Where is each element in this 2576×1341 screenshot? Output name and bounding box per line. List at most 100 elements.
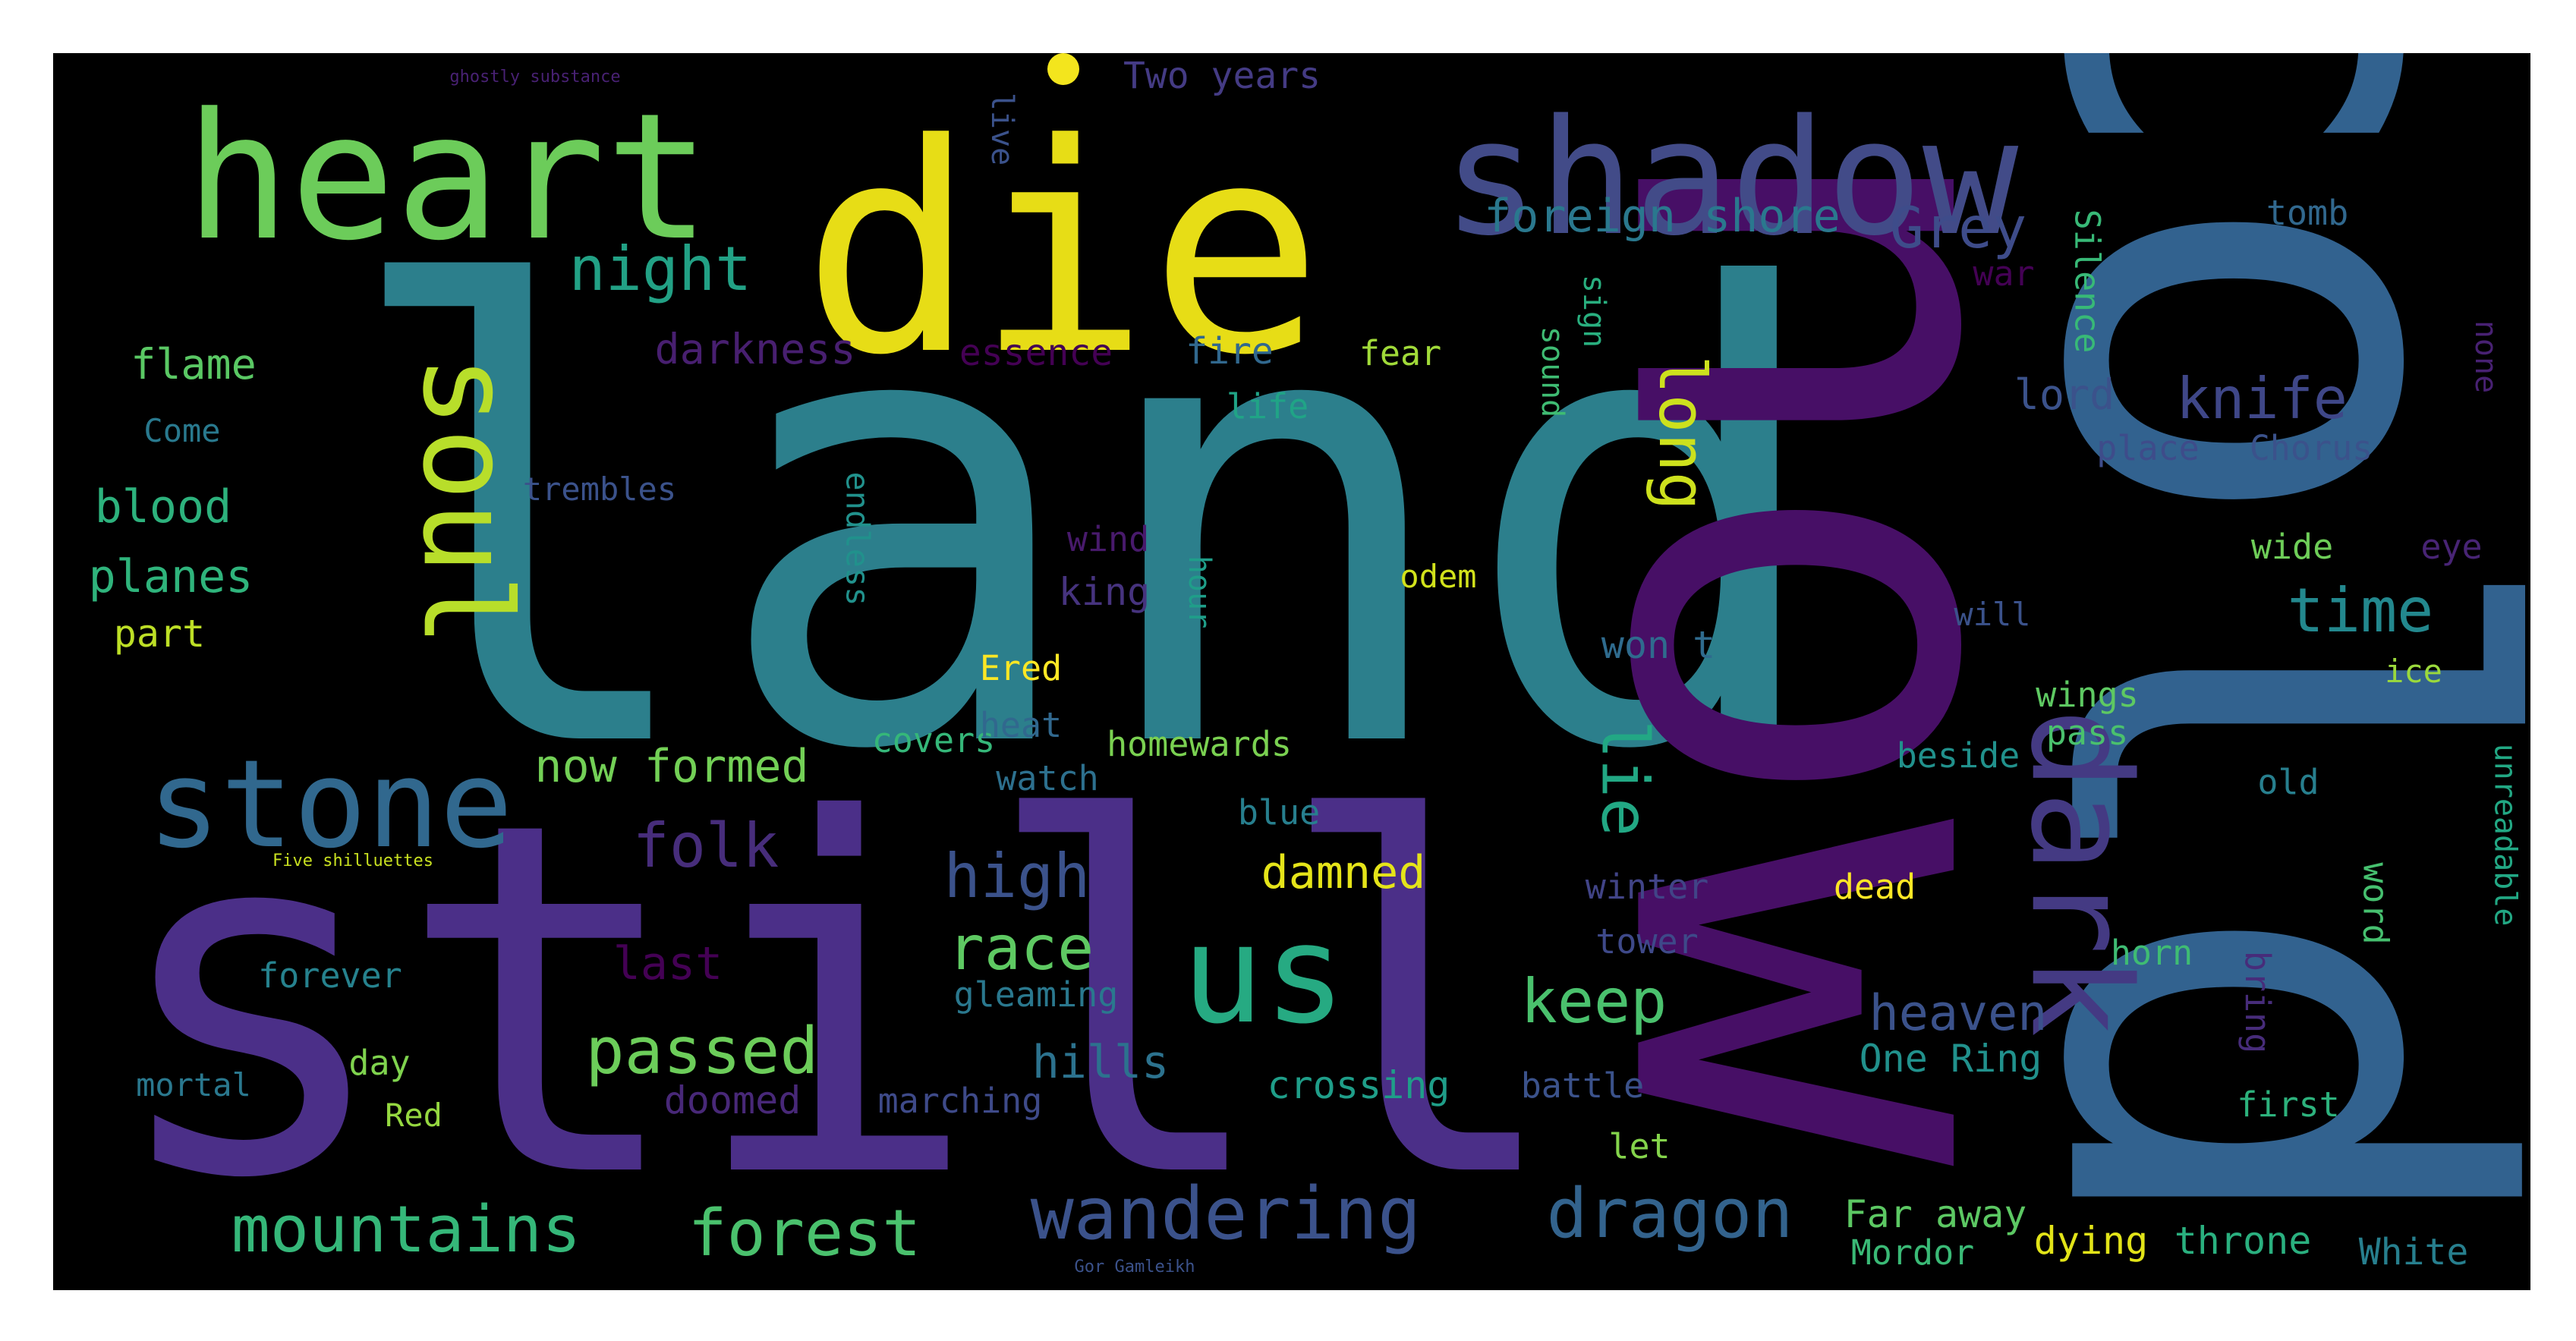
word: time xyxy=(2287,575,2434,646)
word: word xyxy=(2355,861,2396,945)
word: ghostly substance xyxy=(449,68,621,87)
word: battle xyxy=(1520,1065,1645,1106)
word: Silence xyxy=(2067,209,2108,353)
word: Red xyxy=(385,1097,442,1134)
word: race xyxy=(947,913,1094,984)
word: trembles xyxy=(522,471,677,508)
word: life xyxy=(1226,386,1309,427)
word: dragon xyxy=(1546,1174,1793,1254)
word: White xyxy=(2358,1231,2469,1273)
word: Grey xyxy=(1889,194,2027,261)
word: wide xyxy=(2250,526,2334,567)
word: Ered xyxy=(979,647,1063,688)
word: die xyxy=(801,82,1324,418)
word: fear xyxy=(1359,332,1442,373)
word: pass xyxy=(2045,712,2129,753)
word: doomed xyxy=(663,1078,801,1122)
word: horn xyxy=(2110,932,2193,973)
word: high xyxy=(943,841,1091,911)
word: forever xyxy=(258,955,402,996)
word: day xyxy=(348,1042,411,1083)
word: knife xyxy=(2176,364,2348,432)
word: long xyxy=(1643,354,1719,511)
word: won t xyxy=(1601,623,1716,667)
word: war xyxy=(1973,253,2035,294)
word: unreadable xyxy=(2486,743,2522,927)
word: dead xyxy=(1833,866,1916,907)
word: let xyxy=(1608,1125,1671,1166)
word: bring xyxy=(2237,950,2278,1053)
word: last xyxy=(613,937,723,990)
word: lord xyxy=(2014,370,2115,419)
word: keep xyxy=(1520,966,1667,1037)
word: sound xyxy=(1534,326,1570,418)
word: throne xyxy=(2174,1219,2312,1263)
word: us xyxy=(1181,896,1346,1054)
word: heart xyxy=(184,77,711,279)
word: darkness xyxy=(654,324,856,373)
word: gleaming xyxy=(953,974,1119,1015)
word: stone xyxy=(147,733,513,875)
word: winter xyxy=(1585,866,1709,907)
word: Far away xyxy=(1844,1192,2027,1236)
word: endless xyxy=(839,471,877,606)
word: tomb xyxy=(2266,192,2349,233)
word: cold xyxy=(1932,53,2530,1252)
word: mortal xyxy=(136,1066,251,1103)
word: flame xyxy=(131,339,257,389)
word: night xyxy=(568,234,752,304)
word: wandering xyxy=(1030,1172,1422,1256)
word: sign xyxy=(1576,274,1611,348)
word: live xyxy=(984,92,1019,166)
word: old xyxy=(2257,761,2319,802)
word: odem xyxy=(1400,558,1477,595)
word: none xyxy=(2467,320,2503,394)
word: marching xyxy=(877,1080,1043,1121)
word: homewards xyxy=(1107,723,1292,764)
word: Gor Gamleikh xyxy=(1074,1258,1195,1276)
word: first xyxy=(2237,1084,2340,1125)
word: soul xyxy=(396,354,538,647)
word: Five shilluettes xyxy=(272,852,433,870)
word: shadow xyxy=(1442,85,2019,271)
word: place xyxy=(2096,427,2200,468)
word: will xyxy=(1954,596,2031,633)
word: fire xyxy=(1186,330,1274,373)
word: One Ring xyxy=(1859,1037,2042,1081)
word: Come xyxy=(143,412,221,449)
word: hour xyxy=(1181,555,1217,629)
word: folk xyxy=(632,811,779,881)
word: forest xyxy=(688,1195,921,1271)
word: still xyxy=(103,719,1567,1284)
word: part xyxy=(113,612,206,656)
word: Two years xyxy=(1123,55,1321,97)
word: covers xyxy=(871,719,996,760)
word: foreign shore xyxy=(1484,190,1841,243)
word: crossing xyxy=(1267,1063,1450,1107)
word: lie xyxy=(1586,719,1662,836)
word: eye xyxy=(2420,526,2483,567)
word: king xyxy=(1058,570,1151,614)
word: land xyxy=(335,162,1835,886)
word: watch xyxy=(996,757,1099,798)
decorative-dot xyxy=(1047,53,1079,85)
word: planes xyxy=(88,550,254,603)
word: beside xyxy=(1896,735,2020,776)
word: Mordor xyxy=(1850,1232,1975,1273)
word-cloud-canvas: landstillnowcolddieshadowheartsoulstoneu… xyxy=(53,53,2530,1290)
word: hills xyxy=(1031,1036,1170,1089)
word: mountains xyxy=(231,1191,581,1267)
word: wind xyxy=(1066,518,1150,559)
word: essence xyxy=(959,332,1113,374)
word: Chorus xyxy=(2249,427,2373,468)
word: passed xyxy=(585,1013,819,1089)
word: heaven xyxy=(1869,984,2048,1042)
word: damned xyxy=(1261,846,1426,899)
word: wings xyxy=(2036,674,2139,715)
word: now formed xyxy=(534,740,809,793)
word: dying xyxy=(2033,1219,2149,1263)
word: blood xyxy=(94,480,232,534)
word: tower xyxy=(1595,921,1699,962)
word: blue xyxy=(1237,792,1321,833)
word: heat xyxy=(979,704,1063,745)
